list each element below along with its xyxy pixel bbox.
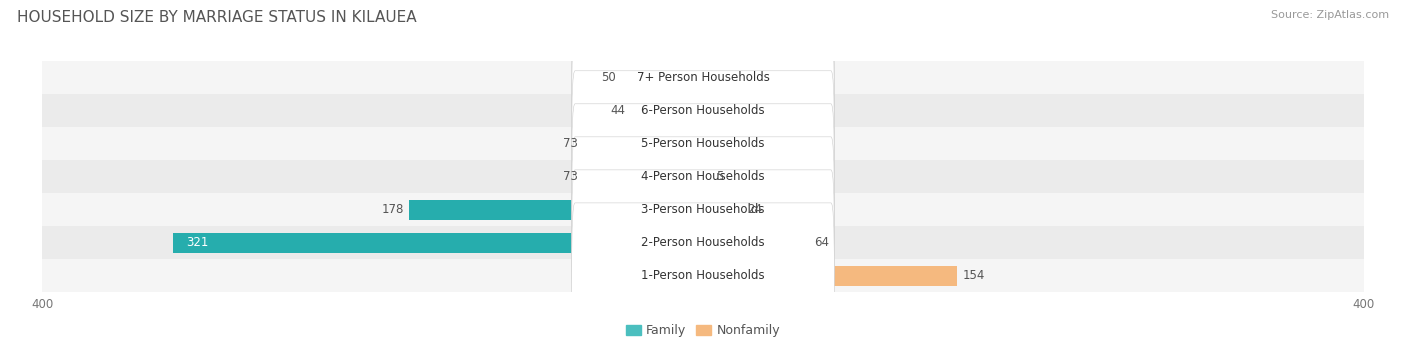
Bar	[582, 134, 703, 154]
Text: 7+ Person Households: 7+ Person Households	[637, 71, 769, 84]
FancyBboxPatch shape	[572, 5, 834, 151]
Bar	[42, 61, 1364, 94]
Bar	[703, 233, 808, 253]
Text: 5-Person Households: 5-Person Households	[641, 137, 765, 150]
Bar	[409, 200, 703, 220]
Bar	[42, 226, 1364, 259]
FancyBboxPatch shape	[572, 104, 834, 250]
Bar	[42, 127, 1364, 160]
Bar	[582, 167, 703, 187]
Bar	[173, 233, 703, 253]
FancyBboxPatch shape	[572, 71, 834, 217]
Text: HOUSEHOLD SIZE BY MARRIAGE STATUS IN KILAUEA: HOUSEHOLD SIZE BY MARRIAGE STATUS IN KIL…	[17, 10, 416, 25]
Bar	[620, 68, 703, 88]
Bar	[42, 160, 1364, 193]
Bar	[42, 259, 1364, 292]
Text: 73: 73	[562, 170, 578, 183]
Bar	[42, 94, 1364, 127]
Bar	[703, 167, 711, 187]
Legend: Family, Nonfamily: Family, Nonfamily	[626, 324, 780, 337]
Text: 154: 154	[962, 269, 984, 283]
Text: 4-Person Households: 4-Person Households	[641, 170, 765, 183]
Bar	[703, 266, 957, 286]
Text: 5: 5	[716, 170, 724, 183]
Text: 24: 24	[748, 203, 762, 216]
Bar	[703, 200, 742, 220]
Text: 64: 64	[814, 236, 828, 249]
FancyBboxPatch shape	[572, 137, 834, 283]
Text: 73: 73	[562, 137, 578, 150]
Text: 3-Person Households: 3-Person Households	[641, 203, 765, 216]
Text: 44: 44	[610, 104, 626, 117]
FancyBboxPatch shape	[572, 203, 834, 340]
Text: 1-Person Households: 1-Person Households	[641, 269, 765, 283]
Bar	[42, 193, 1364, 226]
Text: 321: 321	[186, 236, 208, 249]
Bar	[630, 101, 703, 121]
Text: 2-Person Households: 2-Person Households	[641, 236, 765, 249]
Text: 178: 178	[381, 203, 404, 216]
Text: 50: 50	[600, 71, 616, 84]
FancyBboxPatch shape	[572, 170, 834, 316]
FancyBboxPatch shape	[572, 38, 834, 184]
Text: Source: ZipAtlas.com: Source: ZipAtlas.com	[1271, 10, 1389, 20]
Text: 6-Person Households: 6-Person Households	[641, 104, 765, 117]
